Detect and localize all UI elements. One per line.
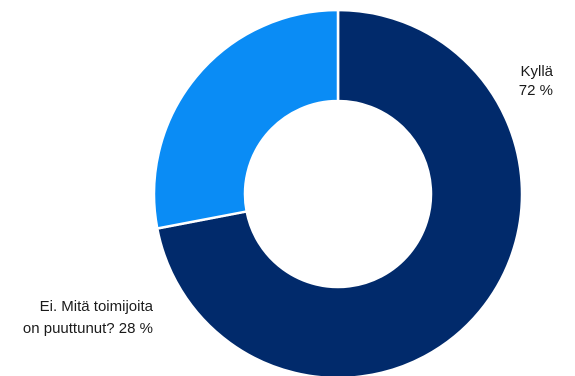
slice-label-1-line-1: Kyllä [520, 63, 553, 80]
donut-slice-2 [152, 8, 340, 230]
labels-group: Kyllä 72 % Ei. Mitä toimijoita on puuttunut… [23, 63, 554, 337]
slice-label-1-line-2: 72 % [519, 82, 553, 99]
donut-slice-1 [155, 8, 524, 376]
slice-label-2-line-2: on puuttunut? 28 % [23, 320, 153, 337]
slice-label-2: Ei. Mitä toimijoita on puuttunut? 28 % [23, 298, 154, 337]
slices-group [152, 8, 524, 376]
slice-label-1: Kyllä 72 % [519, 63, 554, 99]
slice-label-2-line-1: Ei. Mitä toimijoita [40, 298, 154, 315]
